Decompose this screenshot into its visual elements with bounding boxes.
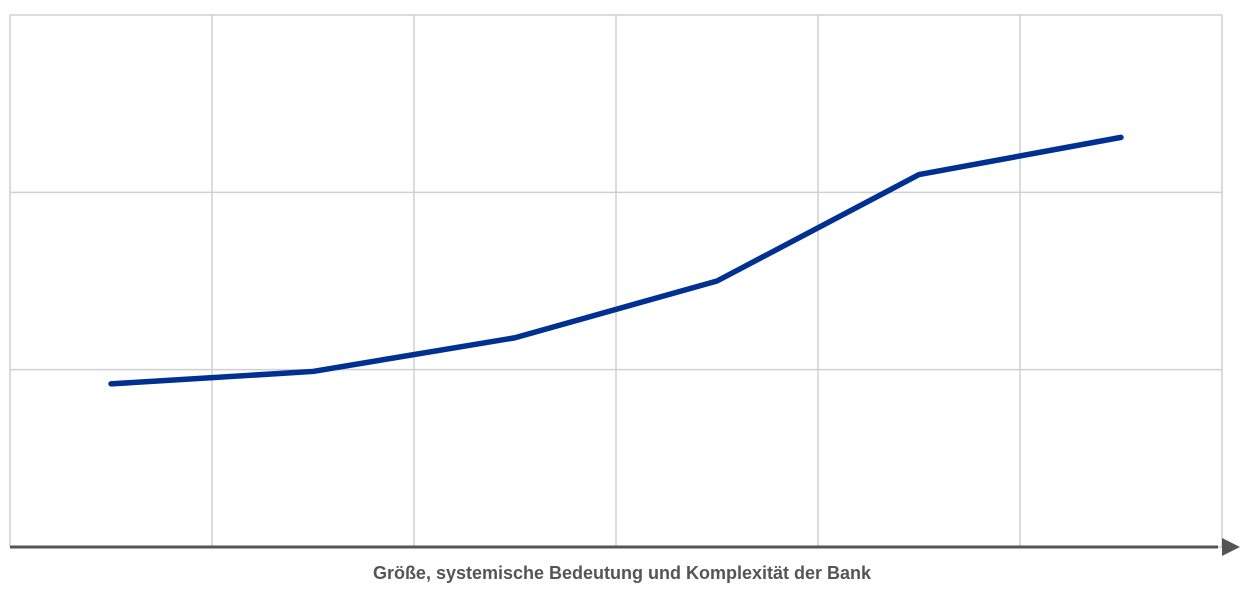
x-axis-arrow <box>1222 538 1240 556</box>
x-axis-label: Größe, systemische Bedeutung und Komplex… <box>373 563 872 583</box>
data-line <box>108 134 1124 387</box>
